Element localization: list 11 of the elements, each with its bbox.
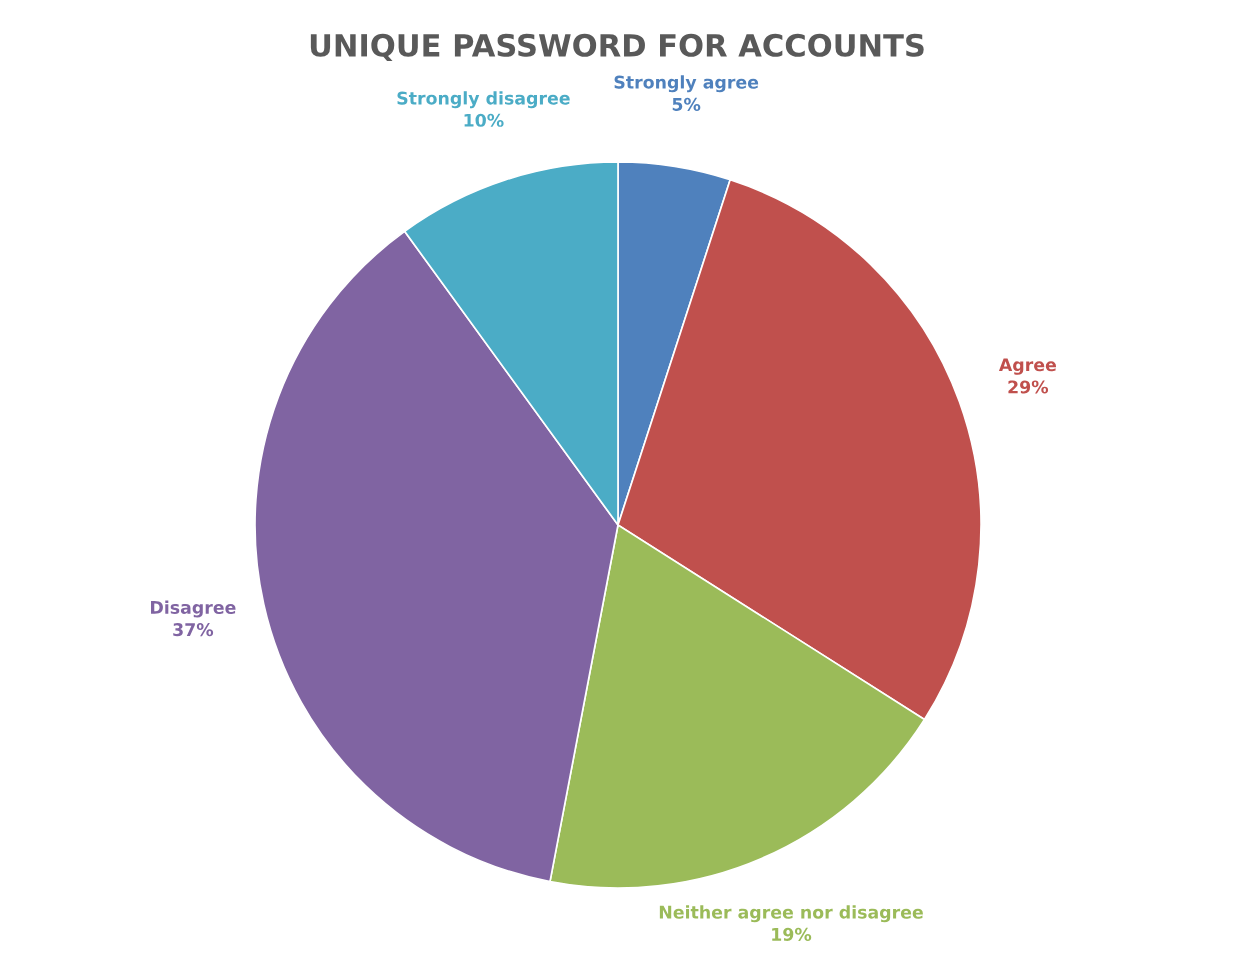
slice-label: Neither agree nor disagree [659, 905, 923, 923]
slice-label: Strongly agree [614, 75, 759, 93]
slice-label: Disagree [151, 600, 236, 618]
data-label: 5% [672, 97, 701, 111]
data-label: 19% [772, 927, 812, 941]
data-label: 10% [464, 113, 504, 127]
data-label: 37% [173, 623, 214, 637]
chart-title: UNIQUE PASSWORD FOR ACCOUNTS [310, 33, 924, 61]
data-label: 29% [1008, 380, 1049, 394]
slice-label: Agree [998, 358, 1056, 375]
slice-label: Strongly disagree [397, 91, 570, 109]
